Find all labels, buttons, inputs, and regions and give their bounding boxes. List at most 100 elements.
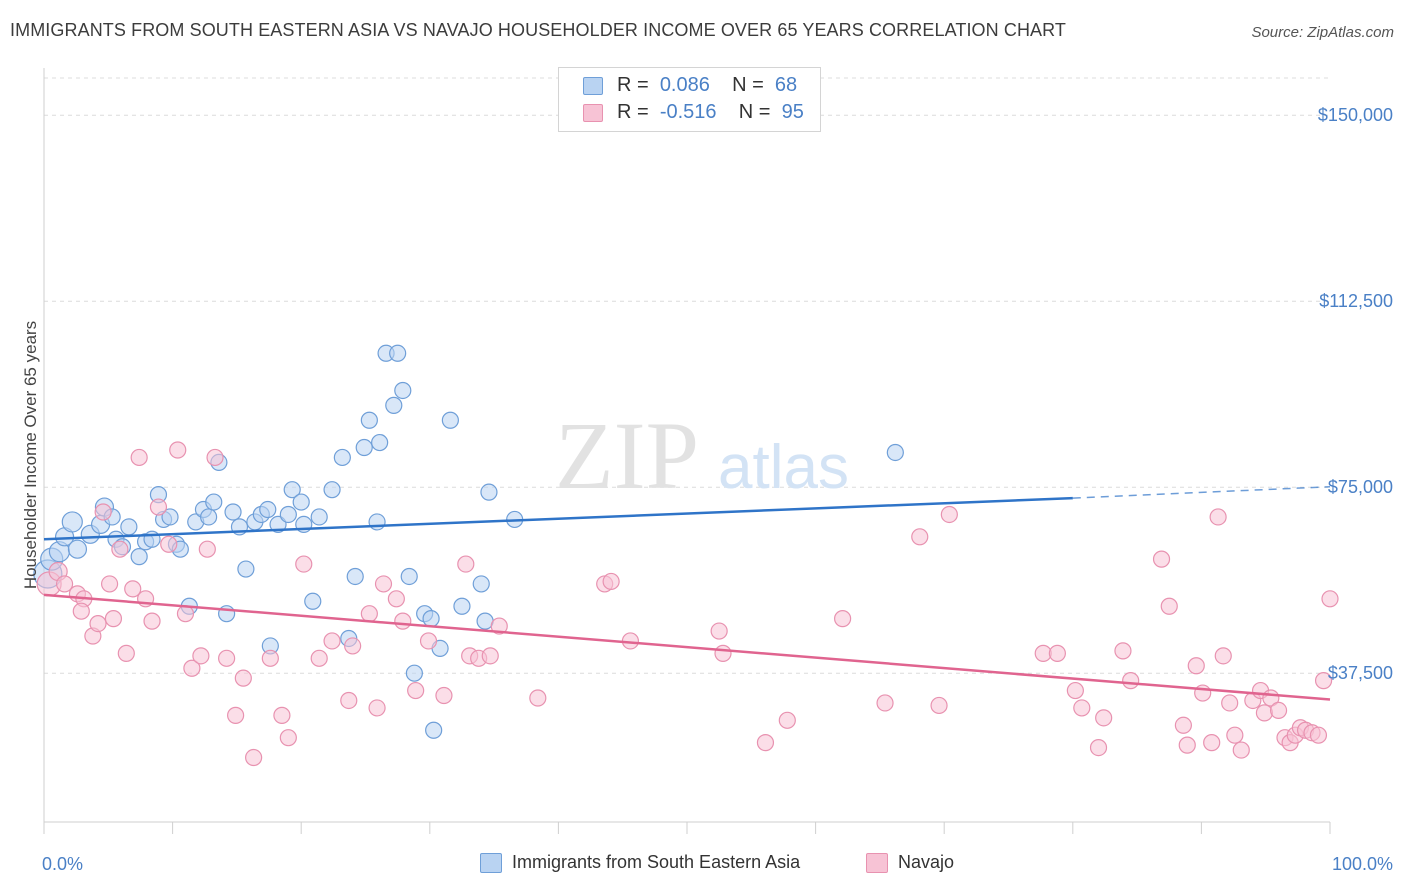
legend-swatch-blue [583,77,603,95]
point-navajo [394,612,412,630]
trend-line-immigrants-sea-extension [1072,485,1331,499]
point-immigrants-sea [394,381,412,400]
point-navajo [1160,597,1178,615]
point-navajo [602,572,620,591]
point-immigrants-sea [283,481,301,499]
point-immigrants-sea [205,493,223,511]
point-navajo [1209,508,1227,526]
source-label: Source: ZipAtlas.com [1251,24,1394,41]
x-tick-label-min: 0.0% [42,854,83,874]
point-immigrants-sea [161,508,179,526]
point-navajo [481,647,499,665]
point-navajo [234,669,252,687]
point-navajo [310,649,328,667]
legend-n-value: 95 [781,101,804,123]
bottom-legend-label-series1: Immigrants from South Eastern Asia [512,852,801,872]
point-navajo [1114,642,1132,660]
point-navajo [1309,726,1328,744]
bottom-legend-label-series2: Navajo [898,852,955,872]
point-immigrants-sea [269,515,287,534]
y-tick-label: $150,000 [1318,105,1393,125]
point-navajo [198,540,216,558]
y-tick-label: $75,000 [1328,477,1393,497]
point-navajo [419,632,438,650]
legend-r-value: 0.086 [659,74,710,96]
point-navajo [1321,590,1339,608]
y-tick-label: $112,500 [1319,291,1393,311]
point-immigrants-sea [385,396,403,414]
point-immigrants-sea [279,505,297,524]
point-immigrants-sea [355,438,373,457]
point-navajo [940,505,958,524]
point-immigrants-sea [425,721,443,739]
trend-line-navajo [43,593,1331,701]
point-navajo [876,694,894,712]
point-immigrants-sea [422,610,440,628]
point-navajo [124,580,142,598]
point-navajo [94,503,112,521]
legend-n-value: 68 [774,74,798,96]
point-immigrants-sea [237,560,255,578]
watermark-zip: ZIP [555,402,699,509]
point-navajo [714,644,732,662]
point-immigrants-sea [368,513,386,531]
point-immigrants-sea [304,592,322,610]
point-navajo [1174,716,1192,734]
point-navajo [1221,694,1239,712]
legend-n-label: N = [732,74,764,96]
point-navajo [273,706,291,724]
point-navajo [227,706,245,724]
point-navajo [206,448,224,467]
point-immigrants-sea [67,539,88,559]
point-immigrants-sea [441,411,459,429]
legend-r-value: -0.516 [659,101,717,123]
point-navajo [490,617,508,635]
point-immigrants-sea [346,567,364,586]
point-navajo [1232,741,1250,759]
point-immigrants-sea [472,575,490,593]
point-immigrants-sea [389,344,407,362]
point-immigrants-sea [886,443,904,462]
point-navajo [1122,672,1140,690]
legend-text-series2: R = -0.516 N = 95 [617,101,804,124]
point-navajo [930,696,948,715]
point-navajo [435,686,453,705]
point-navajo [1203,734,1221,752]
x-tick-labels: 0.0% 100.0% [42,854,1393,874]
point-navajo [1269,701,1288,720]
point-navajo [834,610,852,628]
legend-r-label: R = [617,101,649,123]
point-navajo [104,610,123,628]
point-navajo [143,612,161,630]
point-navajo [160,535,178,553]
point-navajo [457,555,475,573]
point-navajo [72,602,90,620]
point-immigrants-sea [224,503,242,521]
trend-line-immigrants-sea [43,496,1073,541]
watermark-atlas: atlas [718,433,849,502]
point-navajo [192,647,210,665]
point-navajo [111,540,129,558]
point-navajo [295,555,313,573]
point-navajo [245,748,263,767]
point-navajo [1187,657,1205,675]
point-navajo [183,659,201,677]
point-navajo [261,649,279,667]
point-navajo [1048,644,1066,662]
trend-lines [43,485,1331,701]
point-navajo [55,575,74,593]
point-immigrants-sea [259,500,277,519]
point-navajo [1255,704,1274,722]
point-immigrants-sea [310,508,328,526]
point-navajo [149,498,168,516]
point-navajo [1178,736,1196,754]
axes [43,68,1331,834]
point-navajo [176,605,195,623]
point-navajo [100,575,119,593]
point-navajo [1214,647,1232,665]
point-navajo [374,575,393,593]
y-tick-label: $37,500 [1328,663,1393,683]
point-immigrants-sea [371,433,389,452]
point-immigrants-sea [480,483,498,501]
